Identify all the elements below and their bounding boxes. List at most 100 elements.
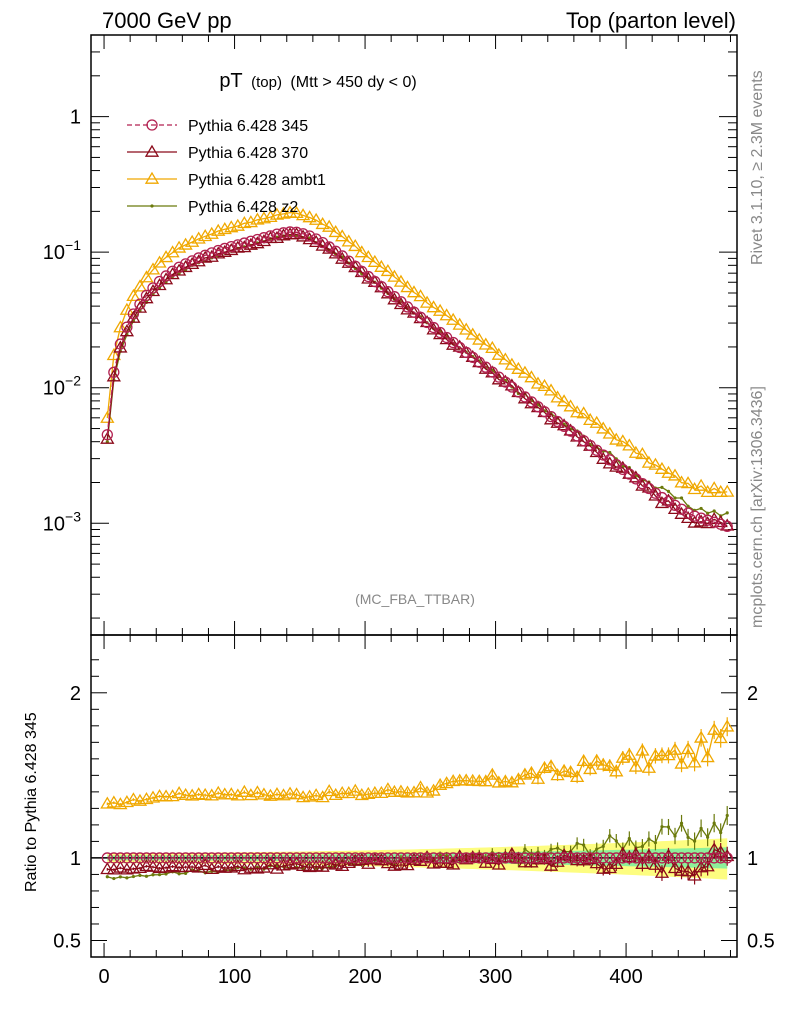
data-point — [550, 390, 565, 403]
ratio-data-point — [669, 852, 681, 864]
ratio-data-point — [674, 863, 689, 876]
ratio-data-point — [623, 852, 635, 864]
data-point — [108, 366, 120, 378]
data-point — [171, 263, 187, 276]
ratio-data-point — [224, 787, 239, 800]
ratio-data-point — [563, 765, 578, 778]
ratio-data-point — [258, 852, 270, 864]
ratio-data-point — [374, 853, 389, 866]
ratio-data-point — [290, 852, 303, 864]
data-point — [322, 219, 337, 232]
ratio-data-point — [206, 852, 218, 864]
ratio-data-point — [375, 852, 388, 864]
data-point — [310, 233, 322, 245]
data-point — [688, 510, 701, 522]
ratio-data-point — [310, 852, 322, 864]
ratio-y-tick-label: 2 — [70, 683, 81, 705]
ratio-data-point — [713, 731, 728, 744]
ratio-data-point — [106, 795, 121, 808]
data-point — [608, 450, 612, 455]
data-point — [679, 496, 684, 500]
data-point — [517, 365, 533, 378]
data-point — [589, 415, 604, 428]
ratio-data-point — [119, 795, 135, 808]
ratio-data-point — [622, 850, 637, 863]
ratio-data-point — [597, 852, 609, 864]
data-point — [699, 506, 703, 511]
data-point — [271, 228, 283, 240]
data-point — [485, 340, 500, 354]
ratio-data-point — [643, 852, 655, 864]
y-tick-label: 10−3 — [43, 508, 81, 535]
ratio-data-point — [499, 852, 512, 864]
data-point — [400, 280, 415, 293]
ratio-data-point — [101, 852, 113, 864]
data-point — [264, 230, 277, 242]
ratio-data-point — [289, 856, 304, 869]
data-point — [147, 282, 159, 294]
ratio-data-point — [583, 761, 598, 775]
data-point — [302, 232, 317, 245]
ratio-data-point — [308, 859, 324, 872]
ratio-data-point — [198, 857, 213, 871]
ratio-data-point — [105, 875, 109, 879]
data-point — [615, 434, 630, 447]
ratio-data-point — [693, 730, 709, 743]
data-point — [713, 484, 728, 498]
data-point — [219, 242, 231, 255]
data-point — [139, 270, 154, 283]
data-point — [669, 499, 681, 512]
series-pythia-6-428-345 — [101, 226, 733, 532]
legend-entry: Pythia 6.428 ambt1 — [127, 171, 326, 189]
data-point — [132, 300, 148, 313]
ratio-data-point — [295, 858, 311, 871]
ratio-data-point — [519, 852, 531, 864]
data-point — [302, 210, 317, 223]
ratio-data-point — [219, 852, 231, 864]
ratio-data-point — [591, 852, 603, 864]
data-point — [289, 205, 304, 219]
ratio-data-point — [467, 852, 479, 864]
ratio-data-point — [151, 873, 155, 877]
ratio-data-point — [165, 859, 180, 872]
ratio-data-point — [686, 835, 690, 839]
ratio-data-point — [237, 784, 252, 797]
data-point — [530, 376, 546, 389]
ratio-data-point — [601, 844, 605, 848]
ratio-data-point — [256, 860, 272, 873]
ratio-data-point — [157, 873, 162, 877]
ratio-y-axis-label: Ratio to Pythia 6.428 345 — [23, 712, 40, 892]
analysis-watermark: (MC_FBA_TTBAR) — [355, 591, 475, 607]
title-cond: (Mtt > 450 dy < 0) — [290, 74, 416, 91]
y-tick-label: 10−2 — [43, 373, 81, 400]
series-pythia-6-428-z2 — [105, 234, 729, 518]
ratio-data-point — [166, 852, 179, 864]
ratio-data-point — [369, 852, 381, 864]
ratio-data-point — [230, 788, 245, 801]
data-point — [193, 252, 205, 264]
data-point — [693, 478, 709, 491]
data-point — [419, 295, 435, 308]
data-point — [635, 446, 650, 460]
ratio-data-point — [139, 858, 154, 872]
data-point — [569, 405, 585, 418]
ratio-data-point — [395, 852, 407, 864]
ratio-data-point — [491, 857, 506, 870]
data-point — [224, 242, 239, 256]
data-point — [406, 285, 422, 298]
data-point — [251, 233, 264, 246]
ratio-data-point — [614, 839, 618, 843]
data-point — [393, 274, 409, 287]
ratio-data-point — [380, 782, 396, 795]
data-point — [641, 455, 657, 468]
ratio-y-tick-label-right: 2 — [747, 683, 758, 705]
ratio-data-point — [144, 874, 149, 878]
ratio-data-point — [335, 858, 350, 872]
ratio-data-point — [715, 852, 727, 864]
ratio-data-point — [622, 747, 637, 760]
data-point — [720, 484, 735, 497]
ratio-data-point — [596, 757, 611, 770]
data-point — [243, 215, 259, 228]
y-tick-label: 10−1 — [43, 237, 81, 264]
data-point — [121, 321, 133, 333]
